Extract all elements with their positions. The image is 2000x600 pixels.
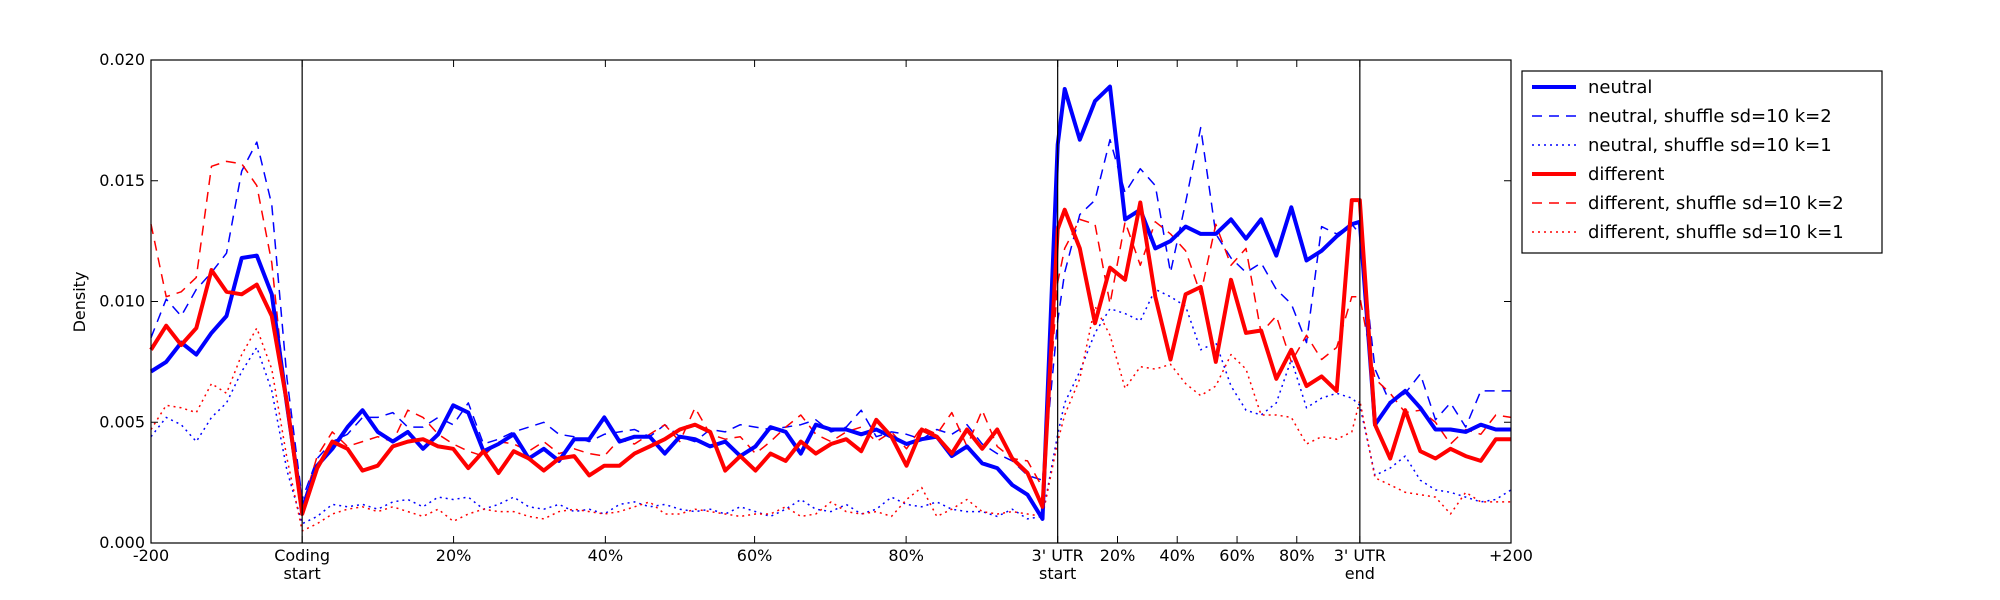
x-tick-label: end — [1345, 564, 1375, 583]
x-tick-label: 60% — [737, 546, 773, 565]
legend-label: neutral — [1588, 77, 1652, 98]
legend-label: neutral, shuffle sd=10 k=1 — [1588, 135, 1832, 156]
plot-series-group — [149, 84, 1512, 532]
x-tick-label: 40% — [588, 546, 624, 565]
x-tick-label: -200 — [133, 546, 169, 565]
y-tick-label: 0.020 — [99, 50, 145, 69]
series-line-3 — [150, 288, 1512, 525]
x-tick-label: 20% — [436, 546, 472, 565]
x-tick-label: 80% — [1279, 546, 1315, 565]
x-tick-label: Coding — [274, 546, 330, 565]
legend-label: neutral, shuffle sd=10 k=2 — [1588, 106, 1832, 127]
legend-label: different, shuffle sd=10 k=1 — [1588, 222, 1844, 243]
x-tick-label: 40% — [1159, 546, 1195, 565]
legend-box — [1521, 70, 1883, 254]
series-line-1 — [149, 84, 1511, 521]
x-tick-label: 80% — [888, 546, 924, 565]
y-axis: 0.000 0.005 0.010 0.015 0.020 — [99, 50, 1511, 552]
x-tick-label: start — [1039, 564, 1076, 583]
legend: neutral neutral, shuffle sd=10 k=2 neutral… — [1521, 70, 1883, 254]
y-tick-label: 0.000 — [99, 533, 145, 552]
x-tick-label: 20% — [1100, 546, 1136, 565]
series-line-6 — [150, 305, 1511, 532]
x-tick-label: 3' UTR — [1032, 546, 1084, 565]
y-tick-label: 0.010 — [99, 292, 145, 311]
x-tick-label: start — [284, 564, 321, 583]
x-tick-label: +200 — [1489, 546, 1533, 565]
x-tick-label: 60% — [1219, 546, 1255, 565]
y-axis-label: Density — [70, 272, 89, 333]
x-tick-label: 3' UTR — [1334, 546, 1386, 565]
series-line-4 — [149, 198, 1511, 516]
legend-label: different, shuffle sd=10 k=2 — [1588, 193, 1844, 214]
y-tick-label: 0.005 — [99, 412, 145, 431]
y-tick-label: 0.015 — [99, 171, 145, 190]
legend-label: different — [1588, 164, 1664, 185]
region-boundary-group — [301, 60, 1361, 543]
